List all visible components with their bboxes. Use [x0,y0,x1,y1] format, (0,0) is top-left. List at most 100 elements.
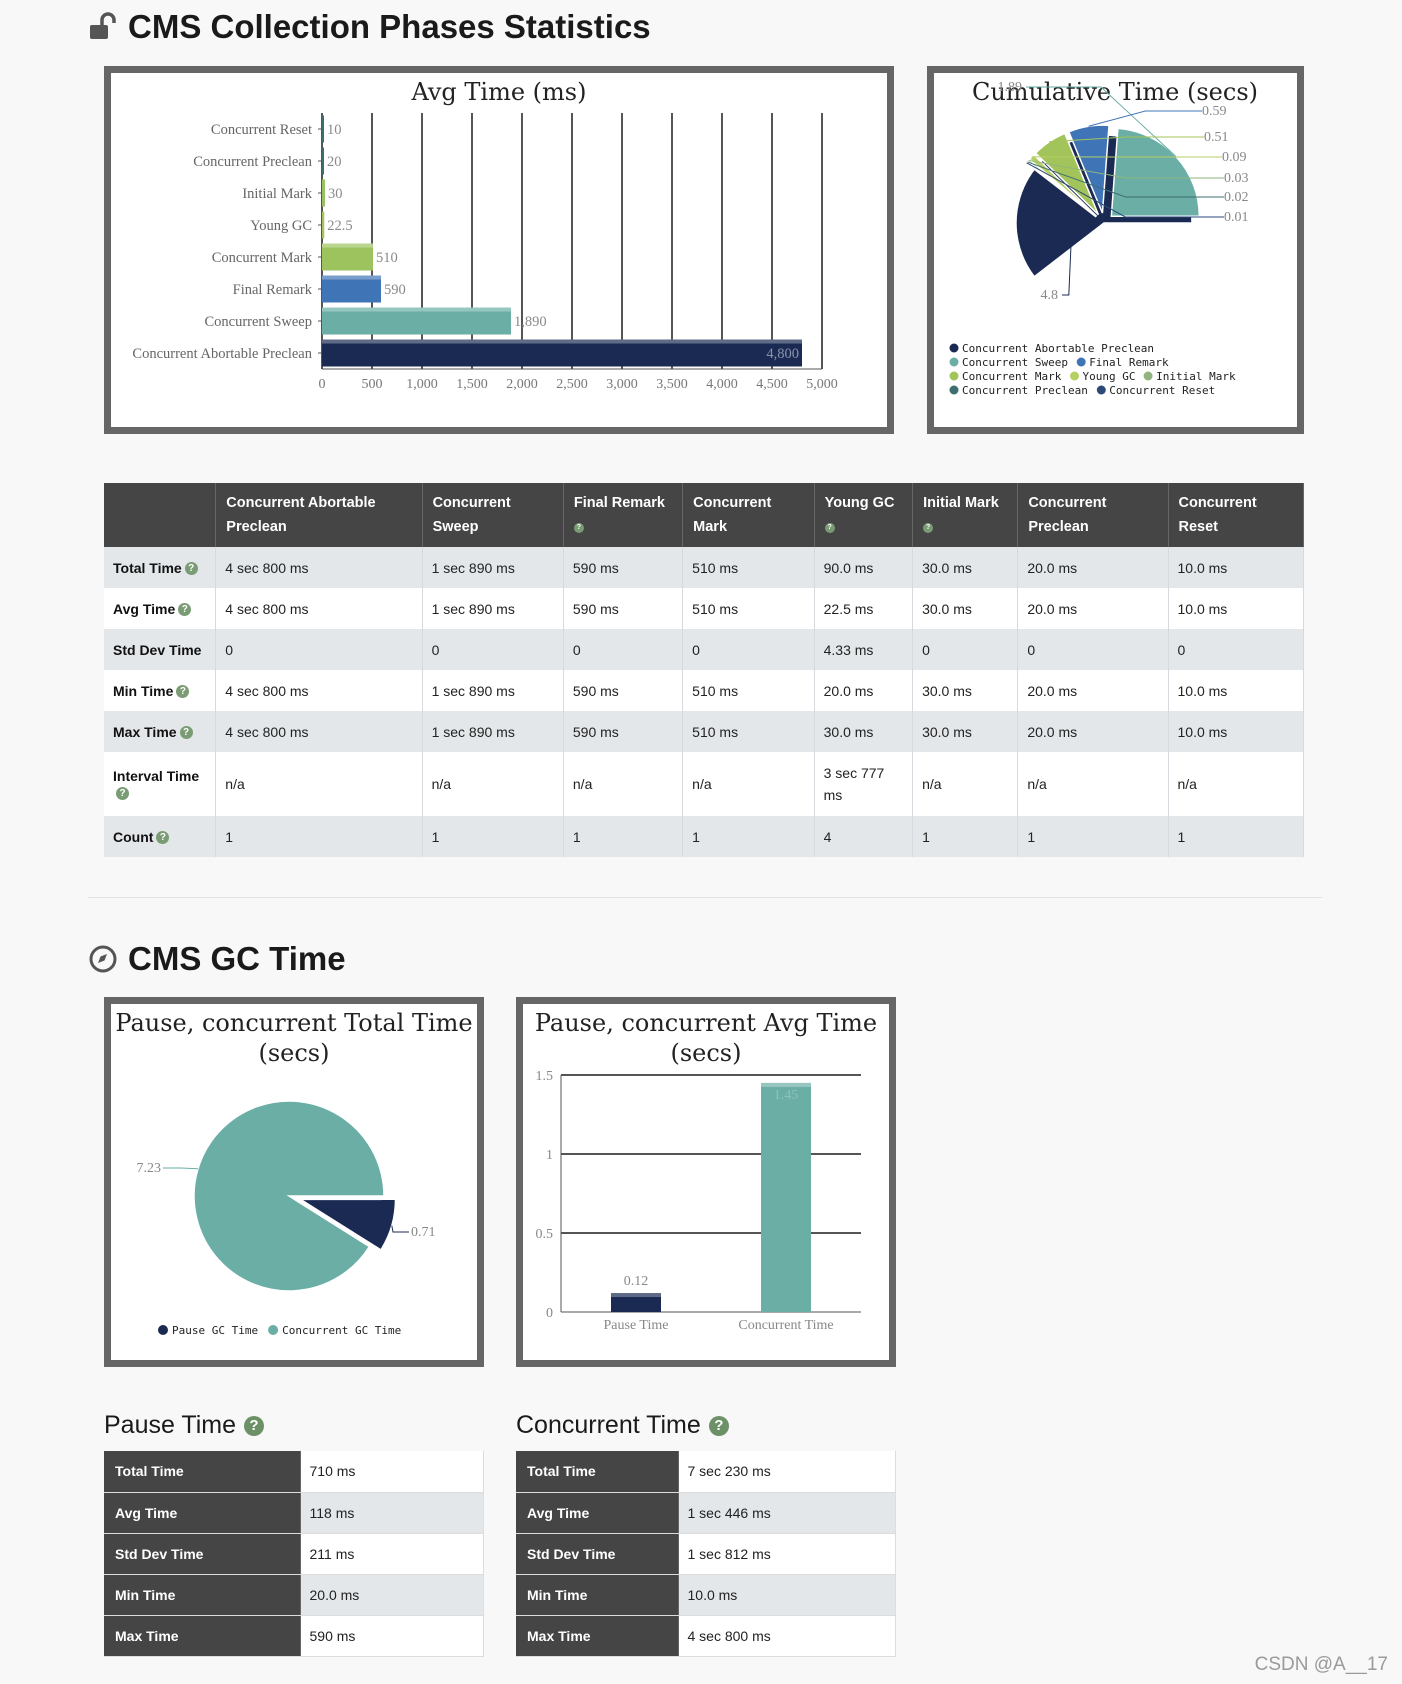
help-icon[interactable]: ? [116,786,129,800]
bar[interactable] [322,115,324,143]
pie-slice[interactable] [1110,127,1201,217]
pie-slice[interactable] [193,1100,385,1292]
value-label: 1,890 [514,314,547,330]
row-label: Max Time [516,1615,679,1657]
phases-table: Concurrent Abortable Preclean Concurrent… [104,483,1304,857]
col-header[interactable]: Concurrent Sweep [422,483,564,547]
bar[interactable] [322,211,325,239]
bar[interactable] [322,179,325,207]
bar[interactable] [761,1082,811,1312]
pie-slice[interactable] [297,1198,397,1251]
section-title-gc-time: CMS GC Time [88,940,346,978]
pie-slice[interactable] [1067,124,1110,214]
table-cell: 0 [682,629,815,670]
table-cell: 4.33 ms [814,629,914,670]
table-cell: 20.0 ms [1017,547,1169,588]
x-tick-label: 0 [319,377,326,392]
x-tick-label: 1,000 [406,377,438,392]
bar[interactable] [322,243,373,271]
col-header[interactable]: Young GC? [814,483,914,547]
help-icon[interactable]: ? [708,1415,729,1436]
legend-label[interactable]: Pause GC Time [172,1324,258,1337]
table-cell: n/a [422,752,564,816]
slice-label: 0.02 [1224,190,1249,205]
table-cell: 10.0 ms [1168,670,1304,711]
col-header-label: Concurrent Mark [693,495,772,535]
category-label: Concurrent Time [738,1318,833,1333]
total-time-chart: Pause, concurrent Total Time(secs) 7.23 0.… [115,1009,472,1337]
col-header[interactable]: Concurrent Reset [1168,483,1304,547]
help-icon[interactable]: ? [179,726,193,740]
legend-label[interactable]: Concurrent GC Time [282,1324,401,1337]
table-cell: 590 ms [563,711,684,752]
table-cell: 0 [1017,629,1169,670]
legend-label[interactable]: Final Remark [1089,356,1169,369]
table-cell: 1 sec 890 ms [422,588,564,629]
legend-label[interactable]: Concurrent Abortable Preclean [962,342,1154,355]
value-label: 0.12 [624,1274,649,1289]
legend-swatch [1143,371,1153,381]
table-cell: 30.0 ms [912,588,1019,629]
row-label-text: Count [113,828,154,845]
row-value: 1 sec 446 ms [678,1492,896,1534]
row-value: 7 sec 230 ms [678,1451,896,1493]
info-icon[interactable]: ? [573,523,584,534]
table-cell: 510 ms [682,711,815,752]
x-tick-label: 5,000 [806,377,838,392]
row-label-text: Avg Time [113,600,176,617]
help-icon[interactable]: ? [178,603,192,617]
table-cell: 1 [682,816,815,857]
legend-label[interactable]: Concurrent Preclean [962,384,1088,397]
col-header[interactable]: Concurrent Abortable Preclean [215,483,423,547]
legend-swatch [158,1325,168,1335]
category-label: Concurrent Reset [211,122,312,138]
legend-label[interactable]: Concurrent Reset [1109,384,1215,397]
legend-label[interactable]: Concurrent Mark [962,370,1062,383]
help-icon[interactable]: ? [176,685,190,699]
info-icon[interactable]: ? [923,523,934,534]
table-row: Interval Time? n/a n/a n/a n/a 3 sec 777 ms n/… [104,752,1304,816]
value-label: 510 [376,250,398,266]
table-cell: 4 sec 800 ms [215,547,423,588]
col-header[interactable]: Final Remark? [563,483,684,547]
row-label: Total Time [104,1451,301,1493]
col-header-label: Concurrent Preclean [1028,495,1107,535]
table-cell: 1 [912,816,1019,857]
legend-swatch [949,357,959,367]
bar[interactable] [322,147,324,175]
legend-label[interactable]: Concurrent Sweep [962,356,1068,369]
bar[interactable] [322,275,381,303]
table-row: Count? 1 1 1 1 4 1 1 1 [104,816,1304,857]
leader-line [1027,161,1224,198]
table-cell: 30.0 ms [912,670,1019,711]
col-header[interactable]: Concurrent Mark [682,483,815,547]
row-value: 211 ms [300,1533,484,1575]
help-icon[interactable]: ? [156,831,170,845]
info-icon[interactable]: ? [824,523,835,534]
help-icon[interactable]: ? [244,1415,265,1436]
row-label-text: Interval Time [113,768,200,784]
concurrent-time-heading: Concurrent Time ? [516,1411,729,1440]
col-header[interactable]: Concurrent Preclean [1017,483,1169,547]
legend-swatch [949,371,959,381]
slice-label: 0.03 [1224,171,1249,186]
bar[interactable] [322,339,802,367]
slice-label: 0.51 [1204,130,1229,145]
row-label-text: Total Time [113,559,182,576]
concurrent-time-title: Concurrent Time [516,1411,701,1439]
bar[interactable] [322,307,511,335]
row-label: Std Dev Time [104,629,217,670]
table-cell: 20.0 ms [1017,588,1169,629]
pause-time-heading: Pause Time ? [104,1411,265,1440]
table-cell: 3 sec 777 ms [814,752,914,816]
section-title-text: CMS GC Time [128,940,346,977]
legend-swatch [949,385,959,395]
bar[interactable] [611,1293,661,1312]
help-icon[interactable]: ? [184,562,198,576]
legend-label[interactable]: Young GC [1083,370,1136,383]
table-cell: 0 [215,629,423,670]
table-cell: n/a [912,752,1019,816]
legend-label[interactable]: Initial Mark [1156,370,1236,383]
col-header[interactable]: Initial Mark? [912,483,1019,547]
row-label: Min Time? [104,670,217,711]
